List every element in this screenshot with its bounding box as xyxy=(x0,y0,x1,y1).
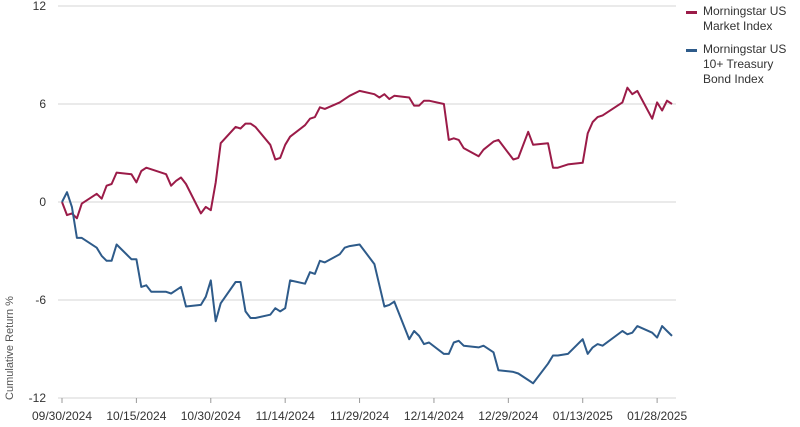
x-tick-label: 11/29/2024 xyxy=(330,409,389,423)
chart-legend: Morningstar US Market Index Morningstar … xyxy=(686,4,798,95)
legend-swatch-market xyxy=(686,11,697,14)
series-lines xyxy=(61,86,673,385)
x-tick-label: 01/28/2025 xyxy=(627,409,687,423)
x-tick-label: 01/13/2025 xyxy=(553,409,613,423)
series-line-treasury xyxy=(61,191,673,385)
legend-label-treasury: Morningstar US 10+ Treasury Bond Index xyxy=(703,42,787,86)
legend-item-market: Morningstar US Market Index xyxy=(686,4,798,34)
x-tick-label: 11/14/2024 xyxy=(256,409,315,423)
series-line-market xyxy=(61,86,673,220)
x-tick-label: 12/29/2024 xyxy=(478,409,538,423)
y-tick-label: -12 xyxy=(29,391,47,405)
legend-swatch-treasury xyxy=(686,49,697,52)
legend-item-treasury: Morningstar US 10+ Treasury Bond Index xyxy=(686,42,798,87)
y-axis-ticks: 12 6 0 -6 -12 xyxy=(29,0,47,405)
y-tick-label: -6 xyxy=(35,293,46,307)
y-tick-label: 12 xyxy=(33,0,47,13)
x-tick-label: 10/15/2024 xyxy=(106,409,166,423)
x-tick-label: 12/14/2024 xyxy=(404,409,464,423)
x-tick-label: 10/30/2024 xyxy=(181,409,241,423)
y-axis-label: Cumulative Return % xyxy=(4,296,16,400)
legend-label-market: Morningstar US Market Index xyxy=(703,4,787,33)
x-tick-label: 09/30/2024 xyxy=(32,409,92,423)
grid-lines xyxy=(58,5,676,399)
y-tick-label: 6 xyxy=(39,97,46,111)
x-axis-ticks: 09/30/2024 10/15/2024 10/30/2024 11/14/2024… xyxy=(32,398,687,423)
y-tick-label: 0 xyxy=(39,195,46,209)
